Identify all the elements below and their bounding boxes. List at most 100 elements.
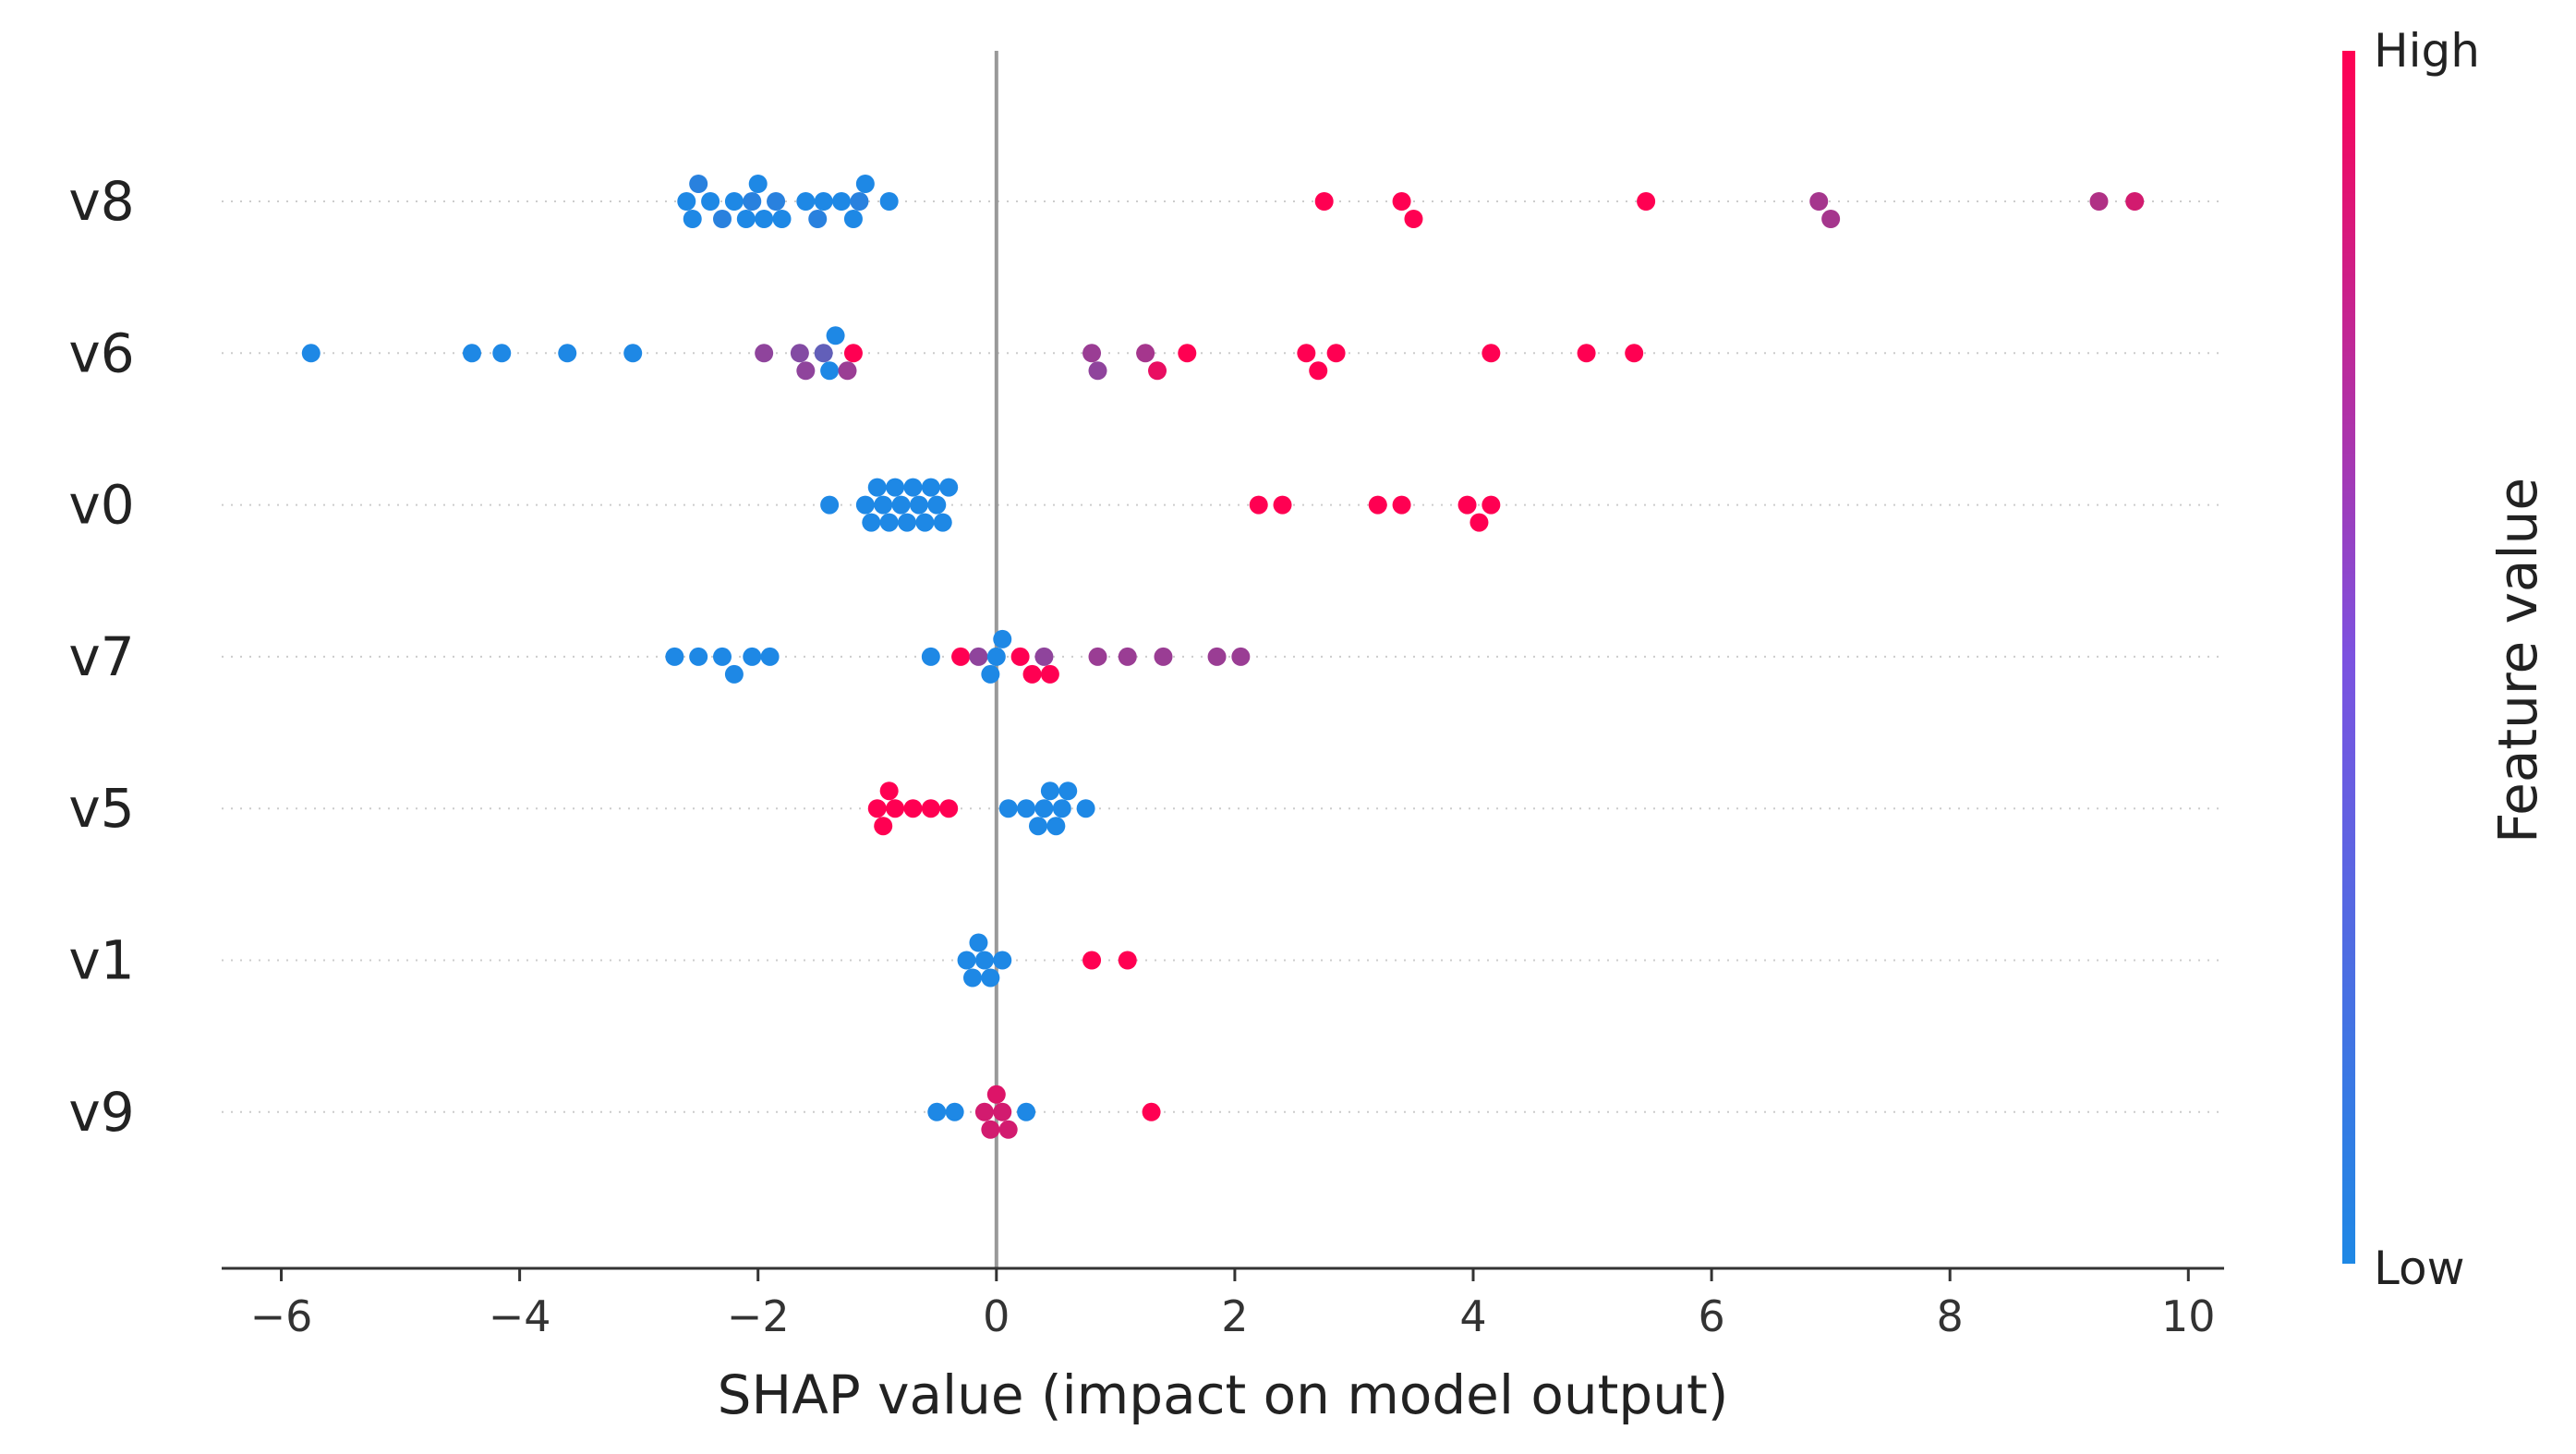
shap-point-v1	[993, 951, 1012, 970]
shap-point-v1	[963, 968, 982, 988]
x-tick-label: 2	[1221, 1291, 1248, 1341]
shap-point-v1	[974, 951, 994, 970]
shap-point-v0	[909, 495, 928, 515]
shap-point-v8	[677, 192, 696, 211]
shap-point-v7	[1040, 664, 1059, 684]
shap-point-v7	[1118, 647, 1137, 666]
shap-point-v1	[1082, 951, 1102, 970]
shap-point-v1	[1118, 951, 1137, 970]
shap-point-v8	[713, 210, 732, 228]
shap-point-v8	[796, 192, 816, 211]
shap-point-v5	[1034, 799, 1054, 818]
shap-point-v0	[1482, 495, 1501, 515]
shap-point-v5	[903, 799, 923, 818]
shap-point-v7	[969, 647, 988, 666]
shap-point-v8	[832, 192, 852, 211]
shap-point-v7	[1088, 647, 1107, 666]
colorbar-high-label: High	[2374, 24, 2480, 78]
shap-point-v7	[724, 664, 744, 684]
shap-point-v7	[713, 647, 732, 666]
shap-point-v6	[1082, 344, 1102, 363]
shap-point-v5	[998, 799, 1018, 818]
shap-point-v8	[743, 192, 762, 211]
shap-point-v5	[886, 799, 905, 818]
shap-point-v0	[1273, 495, 1292, 515]
shap-point-v5	[874, 817, 893, 836]
shap-point-v8	[850, 192, 869, 211]
x-tick-label: 4	[1459, 1291, 1486, 1341]
shap-point-v6	[1178, 344, 1197, 363]
x-axis-ticks: −6 −4 −2 0 2 4 6 8 10	[250, 1268, 2216, 1341]
shap-point-v6	[1326, 344, 1346, 363]
shap-point-v7	[1034, 647, 1054, 666]
feature-value-colorbar	[2342, 51, 2355, 1264]
colorbar-low-label: Low	[2374, 1242, 2464, 1295]
shap-point-v7	[1231, 647, 1251, 666]
shap-point-v8	[2089, 192, 2109, 211]
shap-point-v7	[689, 647, 708, 666]
feature-label-v9: v9	[68, 1081, 134, 1144]
shap-point-v7	[1022, 664, 1042, 684]
shap-point-v1	[969, 933, 988, 952]
colorbar-title: Feature value	[2486, 478, 2549, 843]
shap-point-v8	[724, 192, 744, 211]
shap-point-v7	[1010, 647, 1030, 666]
shap-point-v7	[665, 647, 684, 666]
shap-point-v6	[1136, 344, 1155, 363]
shap-point-v9	[981, 1120, 1000, 1139]
shap-point-v8	[879, 192, 899, 211]
shap-point-v7	[743, 647, 762, 666]
shap-point-v6	[796, 361, 816, 381]
shap-point-v6	[1577, 344, 1596, 363]
shap-point-v6	[492, 344, 512, 363]
shap-point-v0	[855, 495, 875, 515]
shap-point-v0	[1368, 495, 1387, 515]
shap-point-v5	[879, 782, 899, 801]
shap-point-v0	[933, 513, 952, 532]
shap-point-v8	[767, 192, 786, 211]
shap-point-v0	[886, 478, 905, 497]
shap-point-v5	[921, 799, 940, 818]
shap-point-v9	[998, 1120, 1018, 1139]
shap-point-v7	[760, 647, 780, 666]
shap-point-v0	[903, 478, 923, 497]
shap-point-v6	[790, 344, 809, 363]
shap-point-v9	[1017, 1102, 1036, 1121]
shap-point-v9	[993, 1102, 1012, 1121]
shap-point-v7	[993, 629, 1012, 648]
shap-point-v0	[874, 495, 893, 515]
shap-point-v8	[814, 192, 833, 211]
shap-point-v0	[1249, 495, 1268, 515]
feature-label-v7: v7	[68, 625, 134, 688]
feature-row-guides	[222, 200, 2224, 1113]
shap-point-v0	[867, 478, 887, 497]
shap-point-v5	[939, 799, 959, 818]
shap-point-v6	[820, 361, 840, 381]
x-tick-label: −4	[489, 1291, 551, 1341]
shap-point-v0	[1457, 495, 1477, 515]
shap-point-v0	[1392, 495, 1411, 515]
shap-point-v8	[1392, 192, 1411, 211]
shap-point-v7	[981, 664, 1000, 684]
shap-point-v6	[826, 326, 845, 345]
shap-point-v8	[2125, 192, 2145, 211]
shap-point-v8	[855, 175, 875, 193]
shap-point-v6	[463, 344, 481, 363]
x-tick-label: 8	[1937, 1291, 1964, 1341]
shap-point-v6	[1309, 361, 1328, 381]
feature-label-v1: v1	[68, 929, 134, 992]
shap-point-v0	[927, 495, 947, 515]
shap-point-v5	[1052, 799, 1071, 818]
shap-point-v0	[921, 478, 940, 497]
shap-point-v6	[1088, 361, 1107, 381]
shap-point-v6	[755, 344, 774, 363]
shap-point-v0	[820, 495, 840, 515]
shap-point-v5	[1058, 782, 1078, 801]
shap-point-v8	[1637, 192, 1656, 211]
feature-labels: v8 v6 v0 v7 v5 v1 v9	[68, 170, 134, 1144]
shap-point-v9	[986, 1084, 1006, 1104]
shap-point-v0	[891, 495, 911, 515]
shap-point-v5	[1040, 782, 1059, 801]
shap-point-v8	[1821, 210, 1841, 228]
